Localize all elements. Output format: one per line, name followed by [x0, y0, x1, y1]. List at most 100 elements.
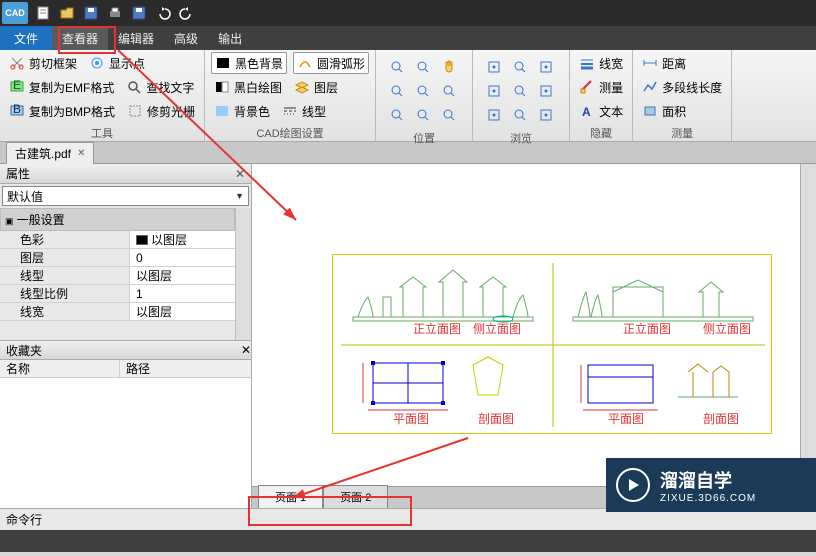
ribbon-button[interactable]: 面积 — [639, 100, 689, 122]
fav-col-name[interactable]: 名称 — [0, 360, 120, 377]
ribbon-group-4: 线宽测量文本隐藏 — [570, 50, 633, 141]
ribbon-icon-button[interactable] — [386, 80, 408, 102]
panel-close-icon[interactable]: ✕ — [241, 343, 251, 357]
ribbon-button[interactable]: 文本 — [576, 100, 626, 122]
property-row[interactable]: 线型以图层 — [0, 267, 235, 285]
svg-text:正立面图: 正立面图 — [623, 321, 671, 336]
chevron-down-icon: ▼ — [235, 191, 244, 201]
properties-header: 属性 ✕ — [0, 164, 251, 184]
ribbon-group-label: 隐藏 — [576, 125, 626, 141]
ribbon-button[interactable]: 距离 — [639, 52, 689, 74]
close-icon[interactable]: ✕ — [77, 148, 85, 159]
page-tab-1[interactable]: 页面 1 — [258, 485, 323, 508]
ribbon-group-5: 距离多段线长度面积测量 — [633, 50, 732, 141]
ribbon-icon-button[interactable] — [386, 104, 408, 126]
ribbon-icon-button[interactable] — [509, 80, 531, 102]
property-row[interactable]: 线宽以图层 — [0, 303, 235, 321]
ribbon-icon-button[interactable] — [412, 104, 434, 126]
ribbon-button[interactable]: 多段线长度 — [639, 76, 725, 98]
play-icon — [616, 468, 650, 502]
properties-combo[interactable]: 默认值 ▼ — [2, 186, 249, 206]
menu-file[interactable]: 文件 — [0, 26, 52, 50]
watermark-url: ZIXUE.3D66.COM — [660, 493, 756, 504]
ribbon-button[interactable]: 背景色 — [211, 100, 273, 122]
ribbon-button[interactable]: 测量 — [576, 76, 626, 98]
menu-tab-3[interactable]: 输出 — [208, 26, 252, 50]
watermark: 溜溜自学 ZIXUE.3D66.COM — [606, 458, 816, 512]
ribbon-group-3: 浏览 — [473, 50, 570, 141]
ribbon-group-2: 位置 — [376, 50, 473, 141]
menu-tab-2[interactable]: 高级 — [164, 26, 208, 50]
svg-text:侧立面图: 侧立面图 — [473, 321, 521, 336]
ribbon-button[interactable]: 线宽 — [576, 52, 626, 74]
ribbon-icon-button[interactable] — [509, 56, 531, 78]
ribbon-button[interactable]: 线型 — [279, 100, 329, 122]
ribbon-button[interactable]: 查找文字 — [123, 76, 197, 98]
panel-close-icon[interactable]: ✕ — [235, 167, 251, 181]
ribbon-button[interactable]: 黑白绘图 — [211, 76, 285, 98]
ribbon-button[interactable]: 圆滑弧形 — [293, 52, 369, 74]
title-bar: CAD — [0, 0, 816, 26]
property-table: 色彩以图层图层0线型以图层线型比例1线宽以图层 — [0, 231, 235, 321]
ribbon-icon-button[interactable] — [535, 80, 557, 102]
ribbon-button[interactable]: 修剪光栅 — [124, 100, 198, 122]
status-bar — [0, 530, 816, 552]
save-as-button[interactable] — [128, 2, 150, 24]
ribbon-icon-button[interactable] — [509, 104, 531, 126]
watermark-title: 溜溜自学 — [660, 467, 756, 493]
ribbon-icon-button[interactable] — [535, 104, 557, 126]
app-icon: CAD — [2, 2, 28, 24]
ribbon-group-label: 位置 — [382, 130, 466, 146]
scrollbar-vertical[interactable] — [800, 164, 816, 508]
redo-button[interactable] — [176, 2, 198, 24]
svg-text:剖面图: 剖面图 — [703, 412, 739, 426]
ribbon-icon-button[interactable] — [438, 56, 460, 78]
drawing-canvas[interactable]: 正立面图 侧立面图 正立面图 侧立面图 — [252, 164, 800, 486]
favorites-columns: 名称 路径 — [0, 360, 251, 378]
combo-value: 默认值 — [7, 188, 43, 205]
ribbon-button[interactable]: 复制为EMF格式 — [6, 76, 117, 98]
ribbon: 剪切框架显示点复制为EMF格式查找文字复制为BMP格式修剪光栅工具黑色背景圆滑弧… — [0, 50, 816, 142]
ribbon-group-label: 测量 — [639, 125, 725, 141]
ribbon-icon-button[interactable] — [412, 80, 434, 102]
ribbon-button[interactable]: 黑色背景 — [211, 52, 287, 74]
ribbon-icon-button[interactable] — [483, 56, 505, 78]
property-row[interactable]: 图层0 — [0, 249, 235, 267]
print-button[interactable] — [104, 2, 126, 24]
page-tab-2[interactable]: 页面 2 — [323, 485, 388, 508]
ribbon-button[interactable]: 复制为BMP格式 — [6, 100, 118, 122]
open-button[interactable] — [56, 2, 78, 24]
menu-bar: 文件 查看器编辑器高级输出 — [0, 26, 816, 50]
ribbon-icon-button[interactable] — [412, 56, 434, 78]
property-section[interactable]: ▣ 一般设置 — [0, 208, 235, 231]
favorites-header: 收藏夹 ✕ — [0, 340, 251, 360]
save-button[interactable] — [80, 2, 102, 24]
ribbon-group-0: 剪切框架显示点复制为EMF格式查找文字复制为BMP格式修剪光栅工具 — [0, 50, 205, 141]
favorites-title: 收藏夹 — [6, 342, 42, 359]
property-row[interactable]: 线型比例1 — [0, 285, 235, 303]
ribbon-button[interactable]: 显示点 — [86, 52, 148, 74]
ribbon-group-label: CAD绘图设置 — [211, 125, 369, 141]
menu-tab-1[interactable]: 编辑器 — [108, 26, 164, 50]
ribbon-icon-button[interactable] — [438, 80, 460, 102]
fav-col-path[interactable]: 路径 — [120, 360, 150, 377]
ribbon-button[interactable]: 剪切框架 — [6, 52, 80, 74]
ribbon-group-label: 浏览 — [479, 130, 563, 146]
menu-tab-0[interactable]: 查看器 — [52, 26, 108, 50]
ribbon-icon-button[interactable] — [535, 56, 557, 78]
ribbon-button[interactable]: 图层 — [291, 76, 341, 98]
ribbon-icon-button[interactable] — [483, 104, 505, 126]
svg-text:平面图: 平面图 — [393, 412, 429, 426]
document-tab[interactable]: 古建筑.pdf ✕ — [6, 142, 94, 164]
undo-button[interactable] — [152, 2, 174, 24]
ribbon-icon-button[interactable] — [438, 104, 460, 126]
property-row[interactable]: 色彩以图层 — [0, 231, 235, 249]
new-button[interactable] — [32, 2, 54, 24]
scrollbar-vertical[interactable] — [235, 208, 251, 340]
ribbon-icon-button[interactable] — [386, 56, 408, 78]
drawing-preview: 正立面图 侧立面图 正立面图 侧立面图 — [332, 254, 772, 434]
left-panel: 属性 ✕ 默认值 ▼ ▣ 一般设置 色彩以图层图层0线型以图层线型比例1线宽以图… — [0, 164, 252, 508]
main-area: 属性 ✕ 默认值 ▼ ▣ 一般设置 色彩以图层图层0线型以图层线型比例1线宽以图… — [0, 164, 816, 508]
ribbon-icon-button[interactable] — [483, 80, 505, 102]
quick-access-toolbar — [32, 2, 198, 24]
